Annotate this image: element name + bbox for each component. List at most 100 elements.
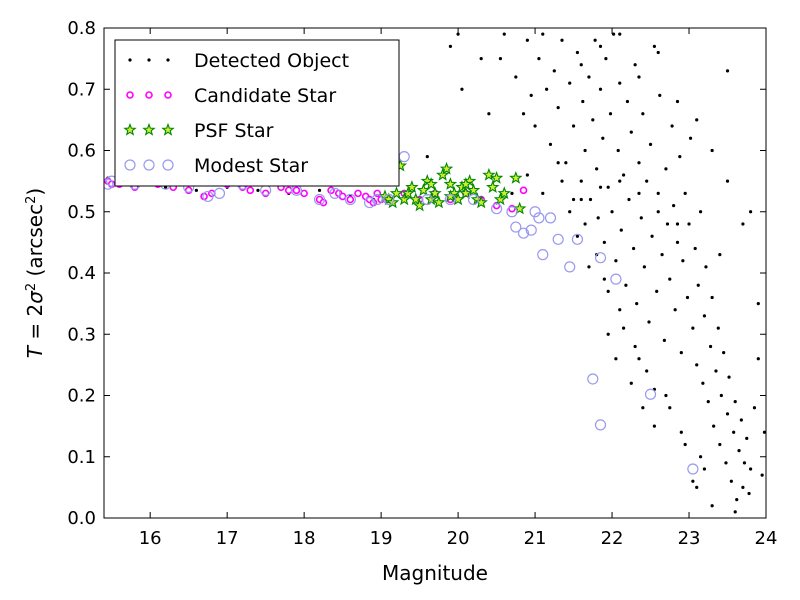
psf-star-point <box>424 177 438 190</box>
legend-marker <box>161 122 175 136</box>
detected-object-point <box>716 326 720 330</box>
psf-star-point <box>512 201 527 215</box>
legend: Detected Object Candidate Star PSF Star Mod… <box>114 39 400 187</box>
detected-object-point <box>675 240 680 244</box>
detected-object-point <box>587 265 591 269</box>
detected-object-point <box>735 498 739 502</box>
detected-object-point <box>675 99 680 104</box>
modest-star-point <box>344 193 356 206</box>
psf-star-point <box>401 186 415 200</box>
detected-object-point <box>687 222 691 226</box>
detected-object-point <box>664 167 668 171</box>
legend-frame <box>114 39 400 187</box>
detected-object-point <box>639 216 643 220</box>
modest-star-point <box>587 373 599 385</box>
detected-object-point <box>685 295 690 300</box>
detected-object-point <box>704 265 708 269</box>
x-tick-label: 22 <box>601 528 624 549</box>
legend-marker <box>145 91 153 99</box>
detected-object-point <box>595 167 599 171</box>
detected-object-point <box>695 118 699 122</box>
detected-object-point <box>529 93 533 97</box>
legend-item: Modest Star <box>124 155 308 177</box>
legend-item: PSF Star <box>123 120 274 142</box>
detected-object-point <box>625 99 630 104</box>
detected-object-point <box>701 381 705 385</box>
detected-object-point <box>733 510 737 514</box>
detected-object-point <box>710 504 714 508</box>
detected-object-point <box>650 234 654 238</box>
detected-object-point <box>568 210 572 214</box>
modest-star-point <box>644 388 657 400</box>
detected-object-point <box>525 38 529 42</box>
modest-star-point <box>202 190 214 203</box>
modest-star-point <box>510 221 522 233</box>
modest-star-point <box>104 178 114 190</box>
detected-object-point <box>708 344 713 349</box>
detected-object-point <box>256 188 260 192</box>
detected-object-point <box>606 185 610 189</box>
modest-star-point <box>421 193 433 206</box>
y-tick-label: 0.4 <box>67 263 96 284</box>
detected-object-point <box>606 289 610 293</box>
modest-star-point <box>444 193 456 206</box>
detected-object-point <box>556 161 560 165</box>
detected-object-point <box>564 161 568 165</box>
detected-object-point <box>624 283 628 287</box>
y-tick-label: 0.7 <box>67 79 96 100</box>
y-axis: 0.0 0.1 0.2 0.3 0.4 0.5 0.6 0.7 0.8 <box>67 18 766 529</box>
detected-object-point <box>587 75 591 79</box>
y-tick-label: 0.2 <box>67 386 96 407</box>
detected-object-point <box>635 302 639 306</box>
modest-star-point <box>517 227 530 239</box>
detected-object-point <box>533 124 537 128</box>
detected-object-point <box>510 191 514 195</box>
y-tick-label: 0.6 <box>67 141 96 162</box>
detected-object-point <box>598 87 603 91</box>
y-tick-label: 0.1 <box>67 447 96 468</box>
x-tick-label: 16 <box>139 528 162 549</box>
x-tick-label: 19 <box>370 528 393 549</box>
psf-star-point <box>497 186 512 200</box>
x-axis-label: Magnitude <box>382 561 488 585</box>
detected-object-point <box>678 155 682 159</box>
detected-object-point <box>647 320 651 324</box>
detected-object-point <box>560 38 564 42</box>
detected-object-point <box>588 197 593 202</box>
detected-object-point <box>702 467 707 471</box>
detected-object-point <box>552 69 556 73</box>
detected-object-point <box>662 338 666 342</box>
legend-marker <box>126 91 134 99</box>
detected-object-point <box>598 185 603 189</box>
detected-object-point <box>618 32 622 36</box>
detected-object-point <box>727 375 731 379</box>
psf-star-point <box>459 177 473 190</box>
y-tick-label: 0.3 <box>67 324 96 345</box>
x-axis: 16 17 18 19 20 21 22 23 24 <box>139 28 777 549</box>
detected-object-point <box>756 302 760 306</box>
detected-object-point <box>656 210 660 214</box>
series-psf-star <box>378 158 527 215</box>
x-tick-label: 18 <box>293 528 316 549</box>
detected-object-point <box>739 418 743 422</box>
detected-object-point <box>487 112 491 116</box>
modest-star-point <box>594 419 607 431</box>
detected-object-point <box>696 283 700 287</box>
detected-object-point <box>479 57 483 61</box>
detected-object-point <box>749 210 753 214</box>
detected-object-point <box>679 430 683 434</box>
detected-object-point <box>614 357 618 361</box>
candidate-star-point <box>354 189 362 198</box>
legend-marker <box>128 58 132 62</box>
candidate-star-point <box>338 192 347 201</box>
detected-object-point <box>571 124 576 128</box>
detected-object-point <box>456 32 460 36</box>
y-tick-label: 0.5 <box>67 202 96 223</box>
detected-object-point <box>718 253 722 257</box>
detected-object-point <box>633 344 637 349</box>
detected-object-point <box>698 210 703 214</box>
detected-object-point <box>722 351 726 355</box>
detected-object-point <box>541 32 545 36</box>
detected-object-point <box>693 246 697 251</box>
